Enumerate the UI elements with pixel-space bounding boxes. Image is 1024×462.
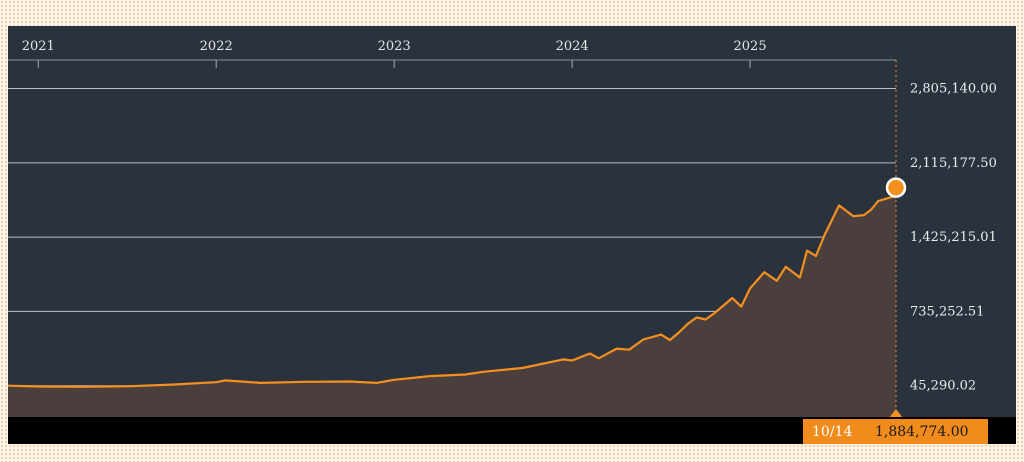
area-fill (8, 187, 896, 417)
readout-date: 10/14 (812, 423, 853, 440)
readout-value: 1,884,774.00 (875, 423, 969, 440)
chart-area: 2021 2022 2023 2024 2025 2,805,140.00 2,115,1… (8, 26, 1016, 444)
y-axis: 2,805,140.00 2,115,177.50 1,425,215.01 735,… (910, 82, 997, 394)
x-tick-label: 2021 (22, 39, 55, 54)
x-tick-label: 2024 (556, 39, 589, 54)
x-tick-label: 2022 (200, 39, 233, 54)
cursor-marker[interactable] (885, 177, 907, 198)
y-tick-label: 45,290.02 (910, 379, 976, 394)
y-tick-label: 735,252.51 (910, 304, 984, 319)
y-tick-label: 2,115,177.50 (910, 156, 997, 171)
value-readout: 10/14 1,884,774.00 (803, 419, 988, 444)
price-chart: 2021 2022 2023 2024 2025 2,805,140.00 2,115,1… (8, 39, 997, 419)
x-tick-label: 2025 (734, 39, 767, 54)
x-tick-label: 2023 (378, 39, 411, 54)
series-line (8, 187, 898, 388)
cursor-pointer (889, 409, 903, 418)
y-tick-label: 1,425,215.01 (910, 230, 997, 245)
x-axis: 2021 2022 2023 2024 2025 (8, 39, 896, 68)
y-tick-label: 2,805,140.00 (910, 82, 997, 97)
